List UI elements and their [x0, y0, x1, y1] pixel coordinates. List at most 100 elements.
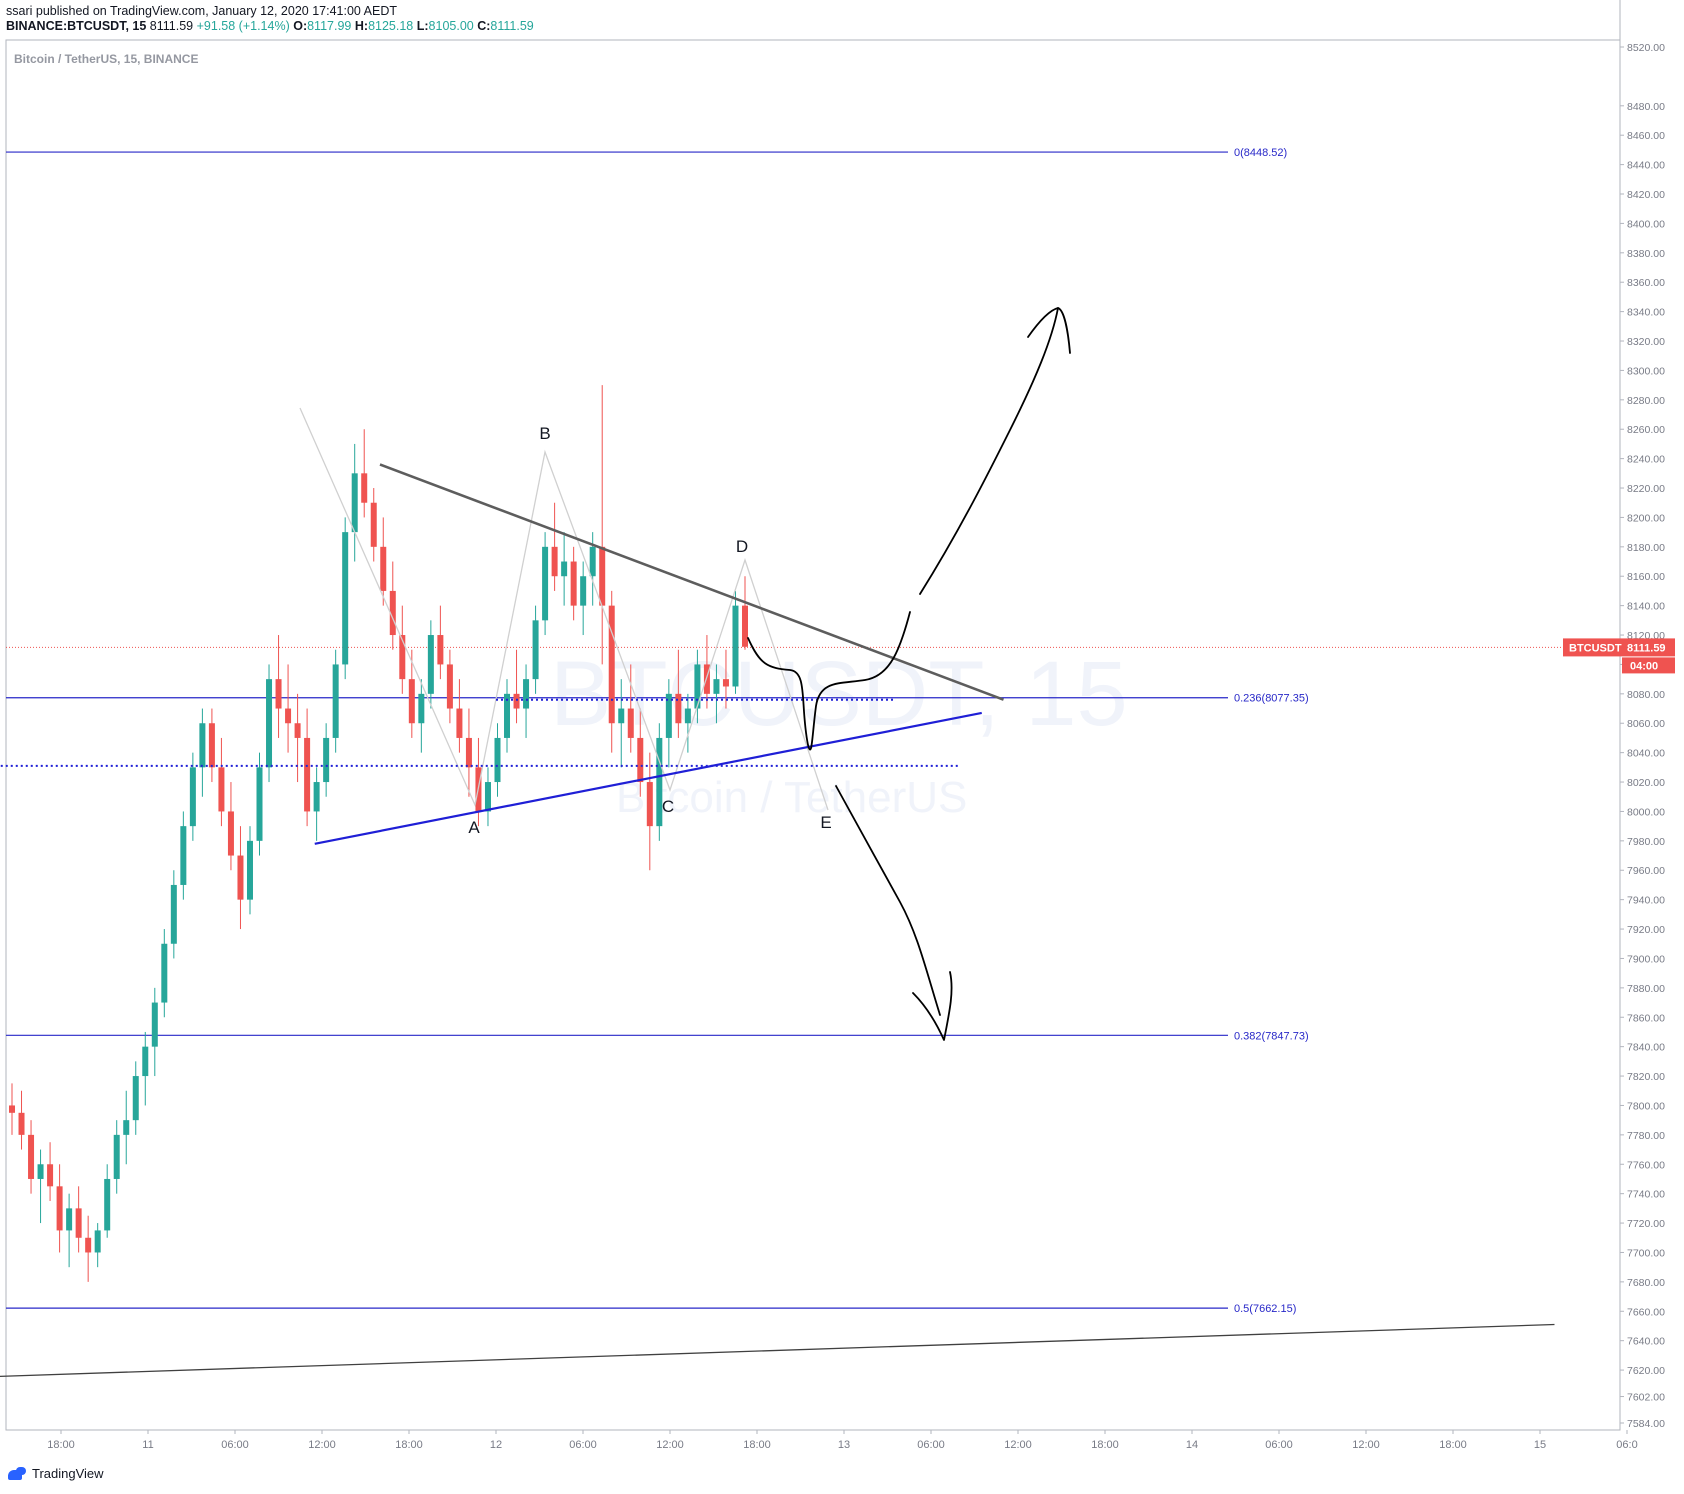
bullish-arrowhead: [1027, 307, 1071, 354]
y-tick-label: 7860.00: [1627, 1012, 1665, 1024]
y-tick-label: 7640.00: [1627, 1336, 1665, 1348]
candle-body: [237, 855, 244, 900]
x-tick-label: 06:00: [569, 1439, 597, 1451]
symbol-label: BINANCE:BTCUSDT, 15: [6, 19, 147, 33]
wave-label-a: A: [468, 818, 480, 837]
x-tick-label: 06:0: [1616, 1439, 1637, 1451]
y-tick-label: 7800.00: [1627, 1100, 1665, 1112]
candle-body: [684, 708, 691, 724]
watermark-symbol: BTCUSDT, 15: [550, 643, 1128, 745]
candle-body: [608, 605, 615, 724]
y-tick-label: 7720.00: [1627, 1218, 1665, 1230]
candle-body: [170, 884, 177, 944]
y-tick-label: 7980.00: [1627, 836, 1665, 848]
countdown-label: 04:00: [1630, 660, 1658, 672]
candle-body: [199, 723, 206, 768]
candle-body: [246, 840, 253, 900]
watermark-name: Bitcoin / TetherUS: [616, 773, 967, 822]
candle-body: [484, 782, 491, 812]
candle-body: [28, 1134, 35, 1179]
candle-body: [275, 679, 282, 709]
y-tick-label: 8180.00: [1627, 542, 1665, 554]
y-tick-label: 7940.00: [1627, 895, 1665, 907]
candle-body: [227, 811, 234, 856]
y-tick-label: 8080.00: [1627, 689, 1665, 701]
x-tick-label: 12:00: [1352, 1439, 1380, 1451]
candle-body: [656, 737, 663, 827]
candle-body: [18, 1112, 25, 1135]
bearish-arrowhead: [912, 971, 953, 1041]
fib-level-label: 0(8448.52): [1234, 147, 1287, 159]
y-tick-label: 7584.00: [1627, 1418, 1665, 1430]
x-tick-label: 12:00: [656, 1439, 684, 1451]
candle-body: [323, 737, 330, 783]
candle-body: [713, 679, 720, 694]
candle-body: [627, 708, 634, 738]
countdown-bg: [1622, 657, 1675, 674]
candle-body: [75, 1208, 82, 1238]
x-tick-label: 06:00: [1265, 1439, 1293, 1451]
price-change: +91.58 (+1.14%): [196, 19, 290, 33]
wave-label-c: C: [662, 797, 674, 816]
fib-level-label: 0.5(7662.15): [1234, 1303, 1296, 1315]
y-tick-label: 7740.00: [1627, 1189, 1665, 1201]
candle-body: [694, 664, 701, 709]
y-tick-label: 7840.00: [1627, 1042, 1665, 1054]
y-tick-label: 7820.00: [1627, 1071, 1665, 1083]
y-tick-label: 8060.00: [1627, 718, 1665, 730]
candle-body: [732, 605, 739, 687]
candle-body: [370, 502, 377, 547]
y-tick-label: 7880.00: [1627, 983, 1665, 995]
y-tick-label: 7960.00: [1627, 865, 1665, 877]
y-tick-label: 8260.00: [1627, 424, 1665, 436]
candle-body: [637, 737, 644, 783]
candle-body: [675, 693, 682, 724]
low-label: L:: [416, 19, 429, 33]
y-tick-label: 7700.00: [1627, 1247, 1665, 1259]
candle-body: [513, 693, 520, 709]
low-value: 8105.00: [428, 19, 474, 33]
fib-level-label: 0.382(7847.73): [1234, 1030, 1309, 1042]
candle-body: [161, 943, 168, 1003]
y-tick-label: 8000.00: [1627, 806, 1665, 818]
high-label: H:: [354, 19, 369, 33]
tradingview-footer[interactable]: TradingView: [8, 1466, 104, 1481]
publish-info: ssari published on TradingView.com, Janu…: [6, 4, 397, 18]
open-value: 8117.99: [307, 19, 352, 33]
x-tick-label: 12:00: [308, 1439, 336, 1451]
candle-body: [722, 679, 729, 687]
trend-line: [314, 711, 982, 845]
y-tick-label: 8280.00: [1627, 395, 1665, 407]
y-tick-label: 8320.00: [1627, 336, 1665, 348]
last-price: 8111.59: [149, 19, 194, 33]
y-tick-label: 8340.00: [1627, 307, 1665, 319]
candle-body: [342, 532, 349, 665]
candle-body: [532, 620, 539, 680]
fib-level-label: 0.236(8077.35): [1234, 693, 1309, 705]
candle-body: [494, 737, 501, 783]
trend-line: [0, 1323, 1555, 1377]
candle-body: [618, 708, 625, 724]
x-tick-label: 13: [838, 1439, 850, 1451]
candle-body: [37, 1164, 44, 1179]
candle-body: [542, 546, 549, 621]
y-tick-label: 7780.00: [1627, 1130, 1665, 1142]
candle-body: [437, 635, 444, 665]
candle-body: [104, 1178, 111, 1231]
candle-body: [418, 693, 425, 724]
candle-body: [599, 546, 606, 606]
candle-body: [151, 1002, 158, 1047]
candle-body: [208, 723, 215, 768]
wave-zigzag: [299, 407, 829, 811]
price-tag-price: 8111.59: [1627, 642, 1666, 654]
price-tag-bg: [1563, 638, 1675, 657]
scenario-path-bearish: [835, 785, 941, 1016]
candle-body: [180, 826, 187, 885]
candle-body: [113, 1134, 120, 1179]
x-tick-label: 12: [490, 1439, 502, 1451]
x-tick-label: 18:00: [395, 1439, 423, 1451]
close-value: 8111.59: [490, 19, 534, 33]
price-tag-symbol: BTCUSDT: [1569, 642, 1622, 654]
tradingview-logo-icon: [8, 1466, 28, 1481]
